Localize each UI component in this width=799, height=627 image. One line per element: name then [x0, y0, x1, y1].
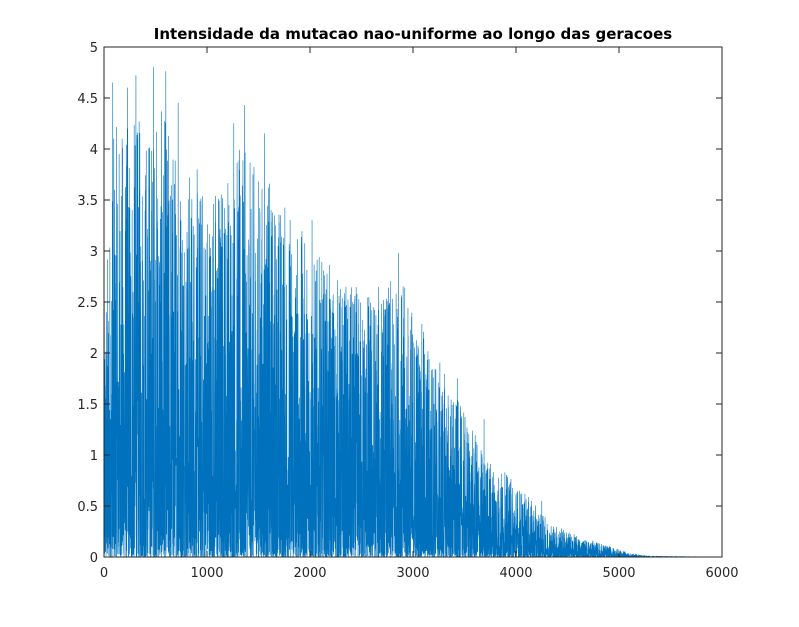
y-tick-label: 2	[90, 347, 98, 362]
series-layer	[103, 67, 723, 558]
y-tick-label: 0	[90, 551, 98, 566]
y-tick-label: 4.5	[77, 92, 98, 107]
y-tick-label: 3.5	[77, 194, 98, 209]
x-tick-label: 1000	[190, 566, 223, 581]
y-tick-label: 2.5	[77, 296, 98, 311]
y-tick-label: 0.5	[77, 500, 98, 515]
x-tick-label: 3000	[396, 566, 429, 581]
x-tick-label: 6000	[705, 566, 738, 581]
series-line	[103, 67, 723, 558]
x-tick-label: 4000	[499, 566, 532, 581]
y-tick-label: 1.5	[77, 398, 98, 413]
y-tick-label: 5	[90, 41, 98, 56]
y-axis: 0 0.5 1 1.5 2 2.5 3 3.5 4 4.5 5	[77, 41, 722, 566]
x-tick-label: 0	[100, 566, 108, 581]
x-tick-label: 5000	[602, 566, 635, 581]
y-tick-label: 1	[90, 449, 98, 464]
x-tick-label: 2000	[293, 566, 326, 581]
y-tick-label: 4	[90, 143, 98, 158]
y-tick-label: 3	[90, 245, 98, 260]
chart-title: Intensidade da mutacao nao-uniforme ao l…	[154, 25, 673, 43]
x-axis: 0 1000 2000 3000 4000 5000 6000	[100, 47, 739, 581]
